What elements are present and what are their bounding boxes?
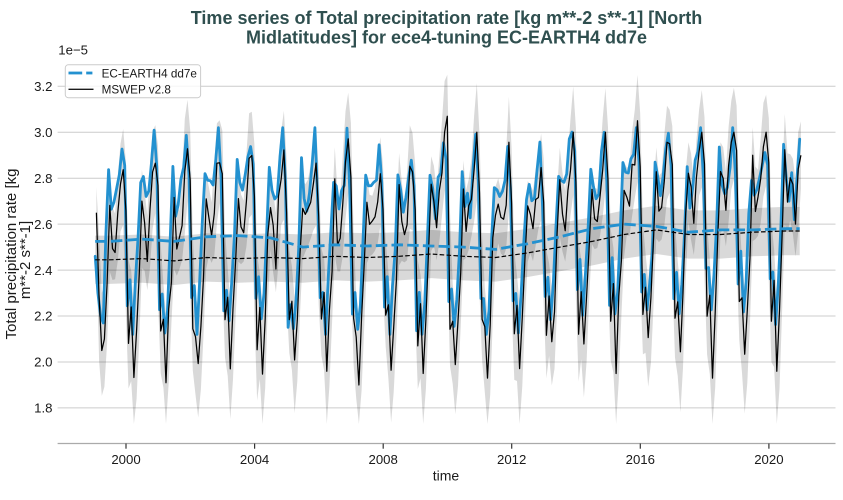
svg-text:2.0: 2.0 [34,355,52,370]
svg-text:1.8: 1.8 [34,401,52,416]
svg-text:Total precipitation rate [kg: Total precipitation rate [kg [3,169,20,340]
svg-text:2000: 2000 [111,452,140,467]
svg-text:3.0: 3.0 [34,125,52,140]
svg-text:2.6: 2.6 [34,217,52,232]
svg-text:time: time [433,468,460,484]
svg-text:2.8: 2.8 [34,171,52,186]
svg-text:2016: 2016 [626,452,655,467]
svg-text:2008: 2008 [369,452,398,467]
svg-text:3.2: 3.2 [34,79,52,94]
svg-text:2012: 2012 [497,452,526,467]
svg-text:2.4: 2.4 [34,263,52,278]
svg-text:MSWEP v2.8: MSWEP v2.8 [102,84,171,97]
svg-text:Midlatitudes] for ece4-tuning: Midlatitudes] for ece4-tuning EC-EARTH4 … [246,27,647,47]
svg-text:2020: 2020 [754,452,783,467]
svg-text:m**-2 s**-1]: m**-2 s**-1] [17,221,34,299]
svg-text:2.2: 2.2 [34,309,52,324]
svg-text:2004: 2004 [240,452,269,467]
svg-text:Time series of Total precipita: Time series of Total precipitation rate … [191,8,702,28]
svg-text:EC-EARTH4 dd7e: EC-EARTH4 dd7e [102,67,197,80]
svg-text:1e−5: 1e−5 [58,43,88,58]
